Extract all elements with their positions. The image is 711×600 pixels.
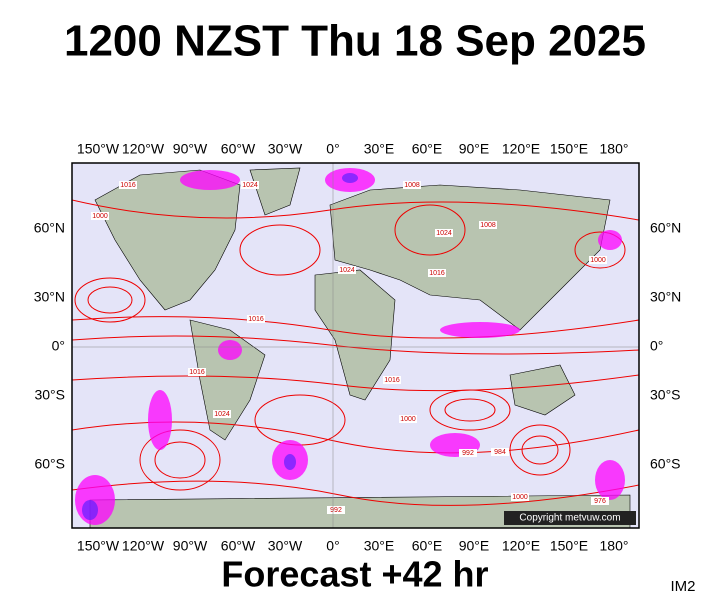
isobar-label-bg bbox=[403, 181, 421, 189]
lon-label-top: 60°W bbox=[221, 141, 256, 157]
isobar-labels: 1016 1000 1024 1008 1016 1024 1008 1000 1016 1024… bbox=[91, 181, 609, 514]
lon-label-top: 120°W bbox=[122, 141, 165, 157]
lon-label-top: 90°W bbox=[173, 141, 208, 157]
lon-label-top: 0° bbox=[326, 141, 339, 157]
isobar-label-bg bbox=[479, 221, 497, 229]
lon-label-bottom: 150°W bbox=[77, 538, 120, 554]
isobar-label: 992 bbox=[330, 507, 342, 514]
isobar-label: 1024 bbox=[242, 182, 258, 189]
isobar-label: 1024 bbox=[436, 230, 452, 237]
map-content: 1016 1000 1024 1008 1016 1024 1008 1000 1016 1024… bbox=[72, 167, 639, 528]
lon-label-bottom: 120°W bbox=[122, 538, 165, 554]
isobar-label: 984 bbox=[494, 449, 506, 456]
lon-label-bottom: 0° bbox=[326, 538, 339, 554]
isobar-label: 992 bbox=[462, 450, 474, 457]
image-code: IM2 bbox=[670, 578, 695, 595]
copyright: Copyright metvuw.com bbox=[519, 513, 620, 524]
isobar-label: 1000 bbox=[512, 494, 528, 501]
isobar-label-bg bbox=[383, 376, 401, 384]
lon-label-bottom: 180° bbox=[600, 538, 629, 554]
isobar-label-bg bbox=[428, 269, 446, 277]
precipitation bbox=[75, 168, 625, 525]
lon-label-top: 90°E bbox=[459, 141, 490, 157]
isobar-label: 1016 bbox=[384, 377, 400, 384]
isobar-label: 1024 bbox=[214, 411, 230, 418]
lat-label-left: 60°S bbox=[34, 456, 65, 472]
lat-label-left: 0° bbox=[52, 338, 65, 354]
lon-label-bottom: 90°E bbox=[459, 538, 490, 554]
isobar-label-bg bbox=[435, 229, 453, 237]
isobar-label-bg bbox=[511, 493, 529, 501]
isobar-label-bg bbox=[327, 506, 345, 514]
lon-label-top: 60°E bbox=[412, 141, 443, 157]
forecast-label: Forecast +42 hr bbox=[221, 554, 488, 595]
isobar-label: 1016 bbox=[120, 182, 136, 189]
isobar-label: 1008 bbox=[404, 182, 420, 189]
lon-label-bottom: 150°E bbox=[550, 538, 588, 554]
lon-label-top: 180° bbox=[600, 141, 629, 157]
map: 1016 1000 1024 1008 1016 1024 1008 1000 1016 1024… bbox=[71, 162, 640, 529]
isobar-label: 1016 bbox=[429, 270, 445, 277]
isobar-label-bg bbox=[399, 415, 417, 423]
isobar-label-bg bbox=[591, 497, 609, 505]
isobar-label-bg bbox=[338, 266, 356, 274]
lon-label-top: 120°E bbox=[502, 141, 540, 157]
lon-label-top: 150°E bbox=[550, 141, 588, 157]
lat-label-left: 60°N bbox=[34, 220, 65, 236]
lat-label-right: 60°N bbox=[650, 220, 681, 236]
lon-label-bottom: 60°W bbox=[221, 538, 256, 554]
isobar-label-bg bbox=[491, 448, 509, 456]
title: 1200 NZST Thu 18 Sep 2025 bbox=[64, 17, 646, 66]
isobar-label: 1008 bbox=[480, 222, 496, 229]
lon-label-bottom: 30°E bbox=[364, 538, 395, 554]
isobar-label-bg bbox=[213, 410, 231, 418]
isobar-label: 1016 bbox=[248, 316, 264, 323]
lat-label-right: 30°S bbox=[650, 387, 681, 403]
graticule bbox=[72, 163, 639, 528]
lat-label-right: 60°S bbox=[650, 456, 681, 472]
lat-label-left: 30°N bbox=[34, 289, 65, 305]
copyright-box bbox=[504, 511, 636, 525]
isobar-label: 1016 bbox=[189, 369, 205, 376]
lon-label-top: 30°W bbox=[268, 141, 303, 157]
isobar-label-bg bbox=[91, 212, 109, 220]
isobar-label-bg bbox=[589, 256, 607, 264]
lat-label-right: 30°N bbox=[650, 289, 681, 305]
isobar-label: 976 bbox=[594, 498, 606, 505]
isobar-label-bg bbox=[459, 449, 477, 457]
lon-label-bottom: 120°E bbox=[502, 538, 540, 554]
isobar-label: 1000 bbox=[400, 416, 416, 423]
lat-label-right: 0° bbox=[650, 338, 663, 354]
isobar-label-bg bbox=[247, 315, 265, 323]
lon-label-bottom: 90°W bbox=[173, 538, 208, 554]
lon-label-bottom: 30°W bbox=[268, 538, 303, 554]
lon-label-bottom: 60°E bbox=[412, 538, 443, 554]
isobar-label: 1000 bbox=[590, 257, 606, 264]
isobar-label: 1000 bbox=[92, 213, 108, 220]
lat-label-left: 30°S bbox=[34, 387, 65, 403]
lon-label-top: 30°E bbox=[364, 141, 395, 157]
axis-labels: 150°W150°W120°W120°W90°W90°W60°W60°W30°W… bbox=[34, 141, 682, 554]
isobar-label-bg bbox=[241, 181, 259, 189]
isobar-label-bg bbox=[188, 368, 206, 376]
lon-label-top: 150°W bbox=[77, 141, 120, 157]
isobar-label-bg bbox=[119, 181, 137, 189]
heavy-precipitation bbox=[82, 173, 358, 520]
map-frame bbox=[71, 162, 640, 529]
isobar-label: 1024 bbox=[339, 267, 355, 274]
